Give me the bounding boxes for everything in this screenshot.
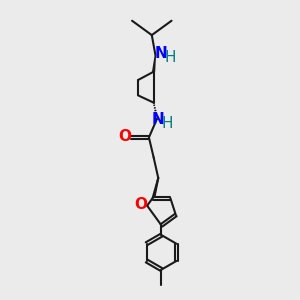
Text: N: N: [151, 112, 164, 127]
Text: O: O: [118, 129, 131, 144]
Text: H: H: [165, 50, 176, 65]
Text: H: H: [161, 116, 173, 131]
Text: N: N: [154, 46, 167, 61]
Text: O: O: [134, 197, 147, 212]
Polygon shape: [153, 55, 155, 72]
